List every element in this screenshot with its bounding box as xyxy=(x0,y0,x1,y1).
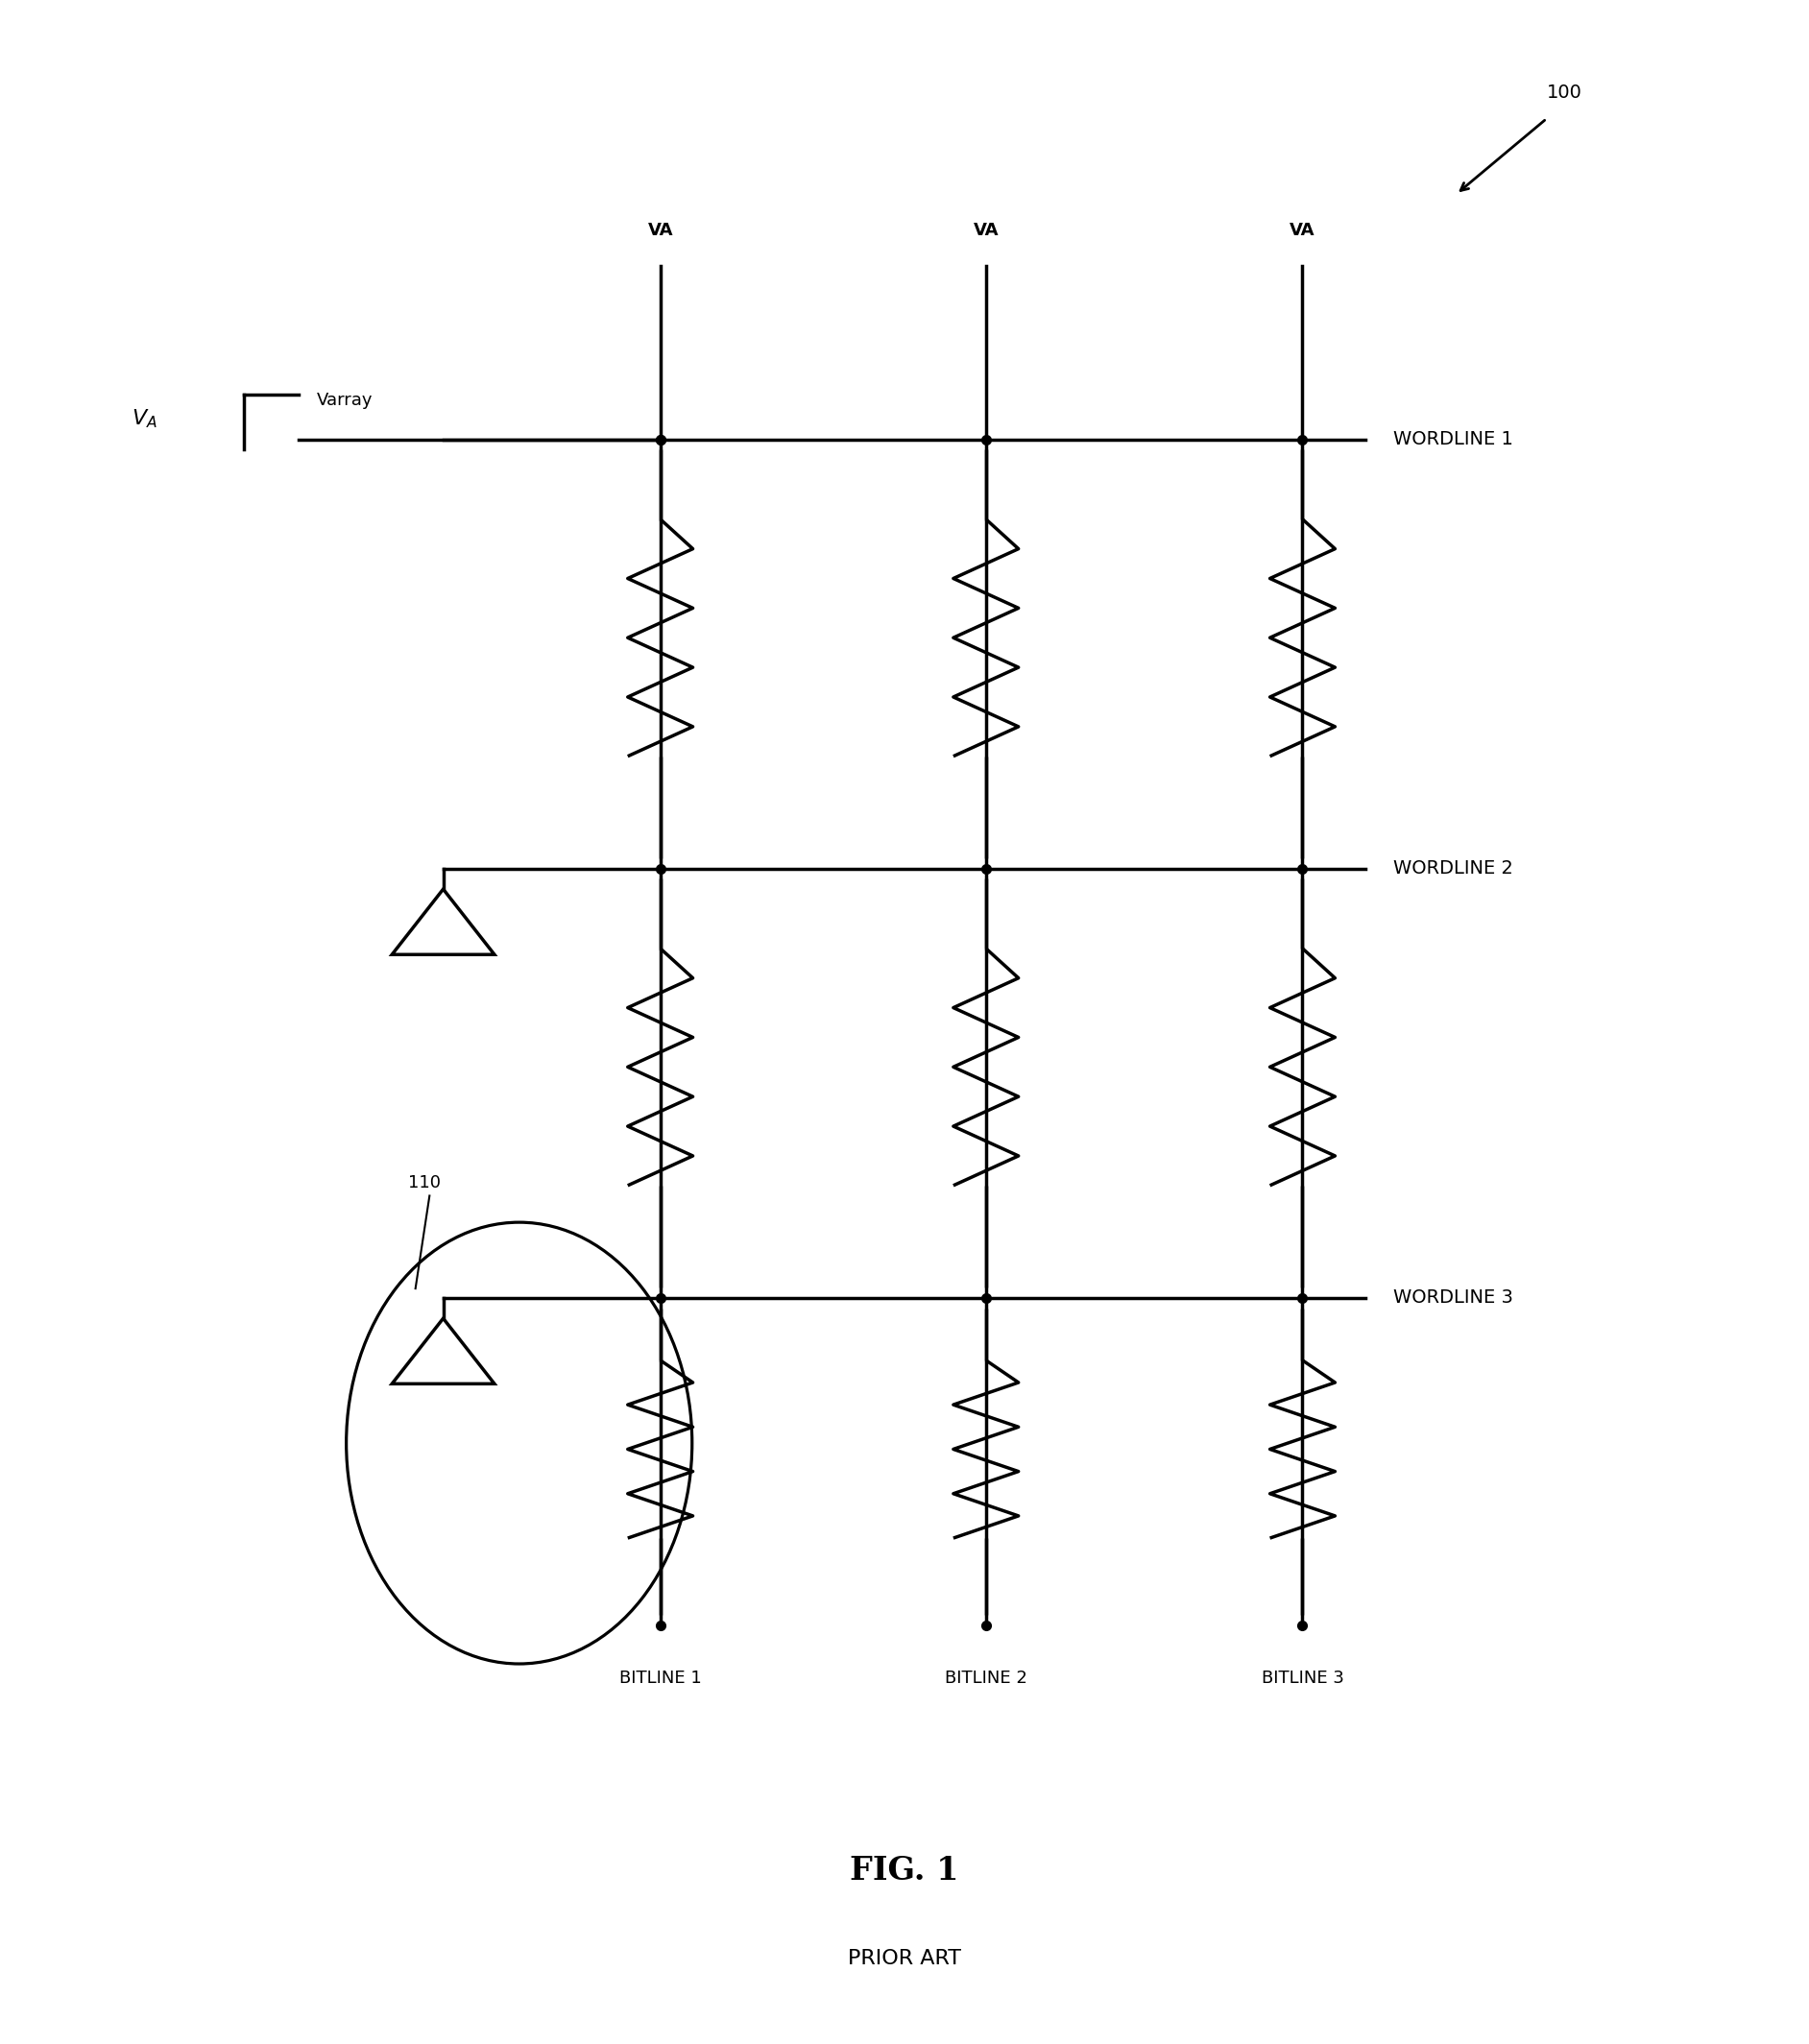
Text: BITLINE 1: BITLINE 1 xyxy=(619,1670,702,1686)
Text: WORDLINE 2: WORDLINE 2 xyxy=(1393,861,1512,877)
Text: 110: 110 xyxy=(407,1175,440,1192)
Text: BITLINE 2: BITLINE 2 xyxy=(944,1670,1028,1686)
Text: Varray: Varray xyxy=(317,392,373,409)
Text: BITLINE 3: BITLINE 3 xyxy=(1261,1670,1344,1686)
Text: VA: VA xyxy=(973,223,999,239)
Text: PRIOR ART: PRIOR ART xyxy=(848,1948,961,1968)
Text: WORDLINE 1: WORDLINE 1 xyxy=(1393,431,1512,448)
Text: WORDLINE 3: WORDLINE 3 xyxy=(1393,1290,1512,1306)
Text: VA: VA xyxy=(1290,223,1315,239)
Text: FIG. 1: FIG. 1 xyxy=(850,1854,959,1887)
Text: $V_A$: $V_A$ xyxy=(132,407,157,431)
Text: 100: 100 xyxy=(1547,84,1583,102)
Text: VA: VA xyxy=(648,223,673,239)
